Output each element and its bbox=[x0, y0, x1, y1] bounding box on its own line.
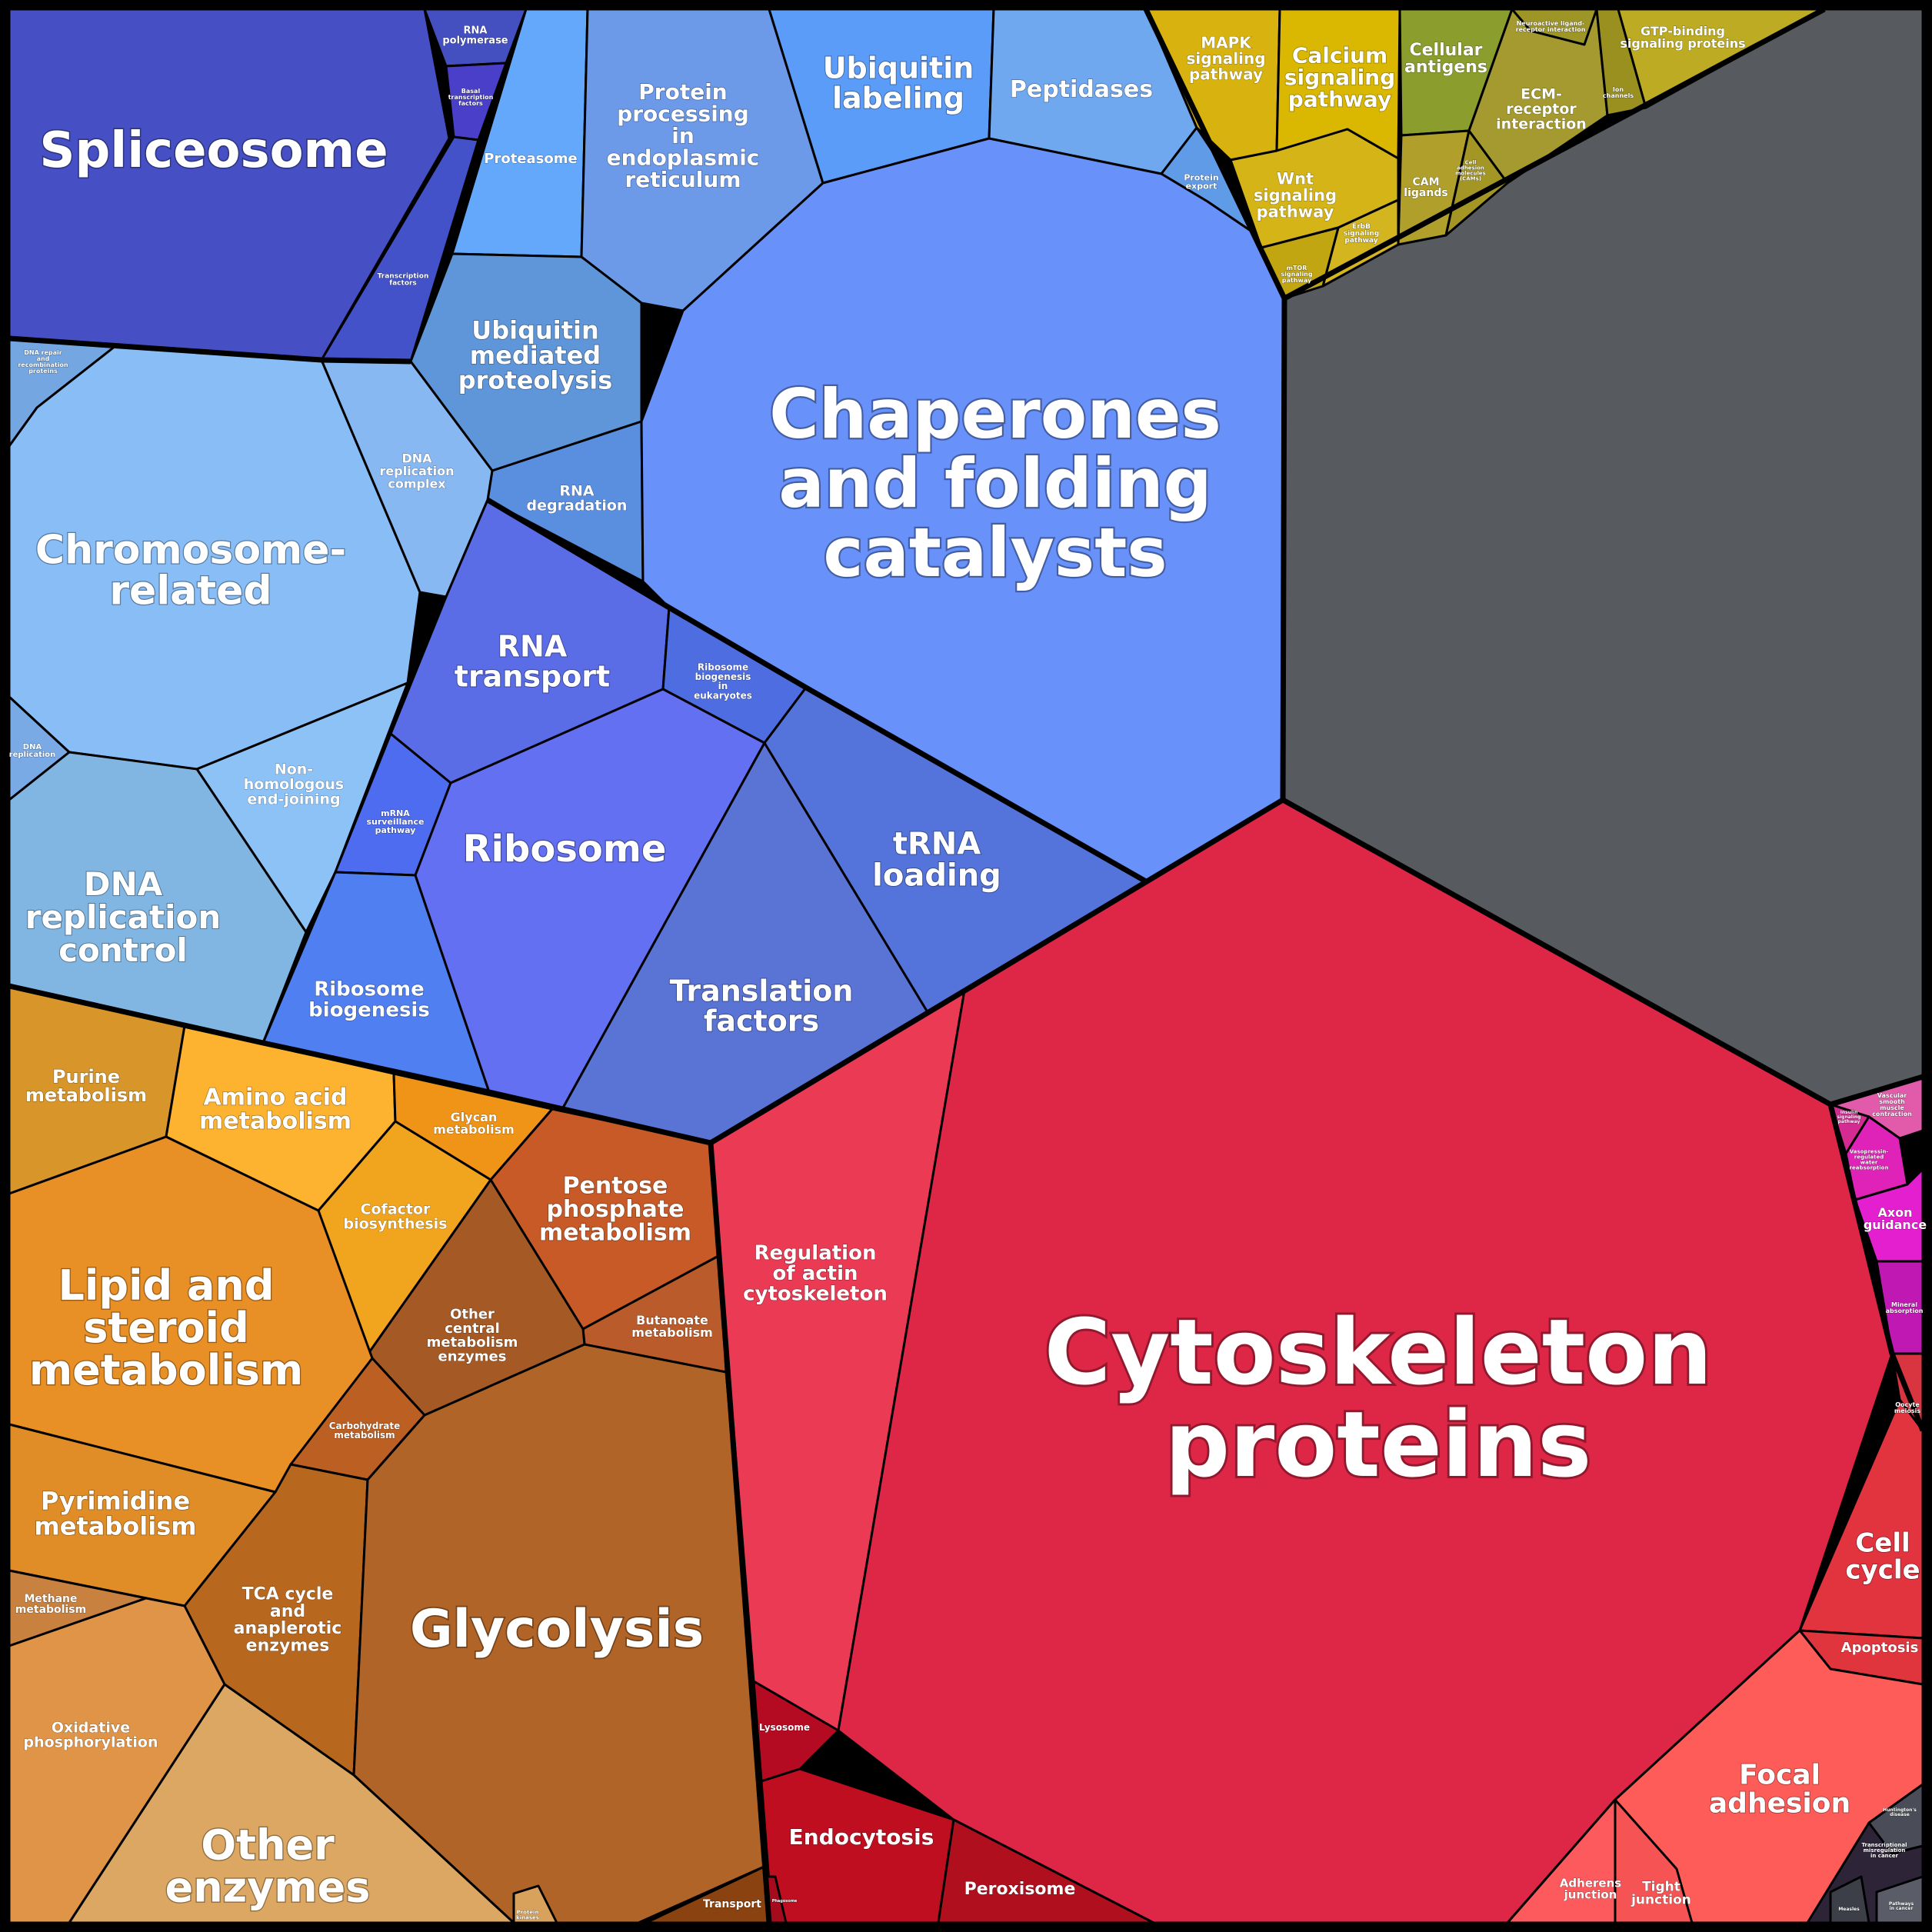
label-mineral-absorption: Mineral absorption bbox=[1886, 1301, 1924, 1314]
label-mapk: MAPK signaling pathway bbox=[1186, 34, 1265, 84]
label-oocyte-meiosis: Oocyte meiosis bbox=[1894, 1401, 1921, 1414]
label-purine-metabolism: Purine metabolism bbox=[25, 1066, 147, 1106]
label-chaperones: Chaperones and folding catalysts bbox=[769, 375, 1221, 592]
group-border-genetic bbox=[8, 335, 411, 365]
label-vascular-smooth-muscle: Vascular smooth muscle contraction bbox=[1872, 1091, 1912, 1117]
label-focal-adhesion: Focal adhesion bbox=[1709, 1759, 1850, 1819]
label-ribosome: Ribosome bbox=[463, 828, 667, 871]
label-glycolysis: Glycolysis bbox=[410, 1599, 704, 1660]
label-cytoskeleton-proteins: Cytoskeleton proteins bbox=[1044, 1299, 1713, 1497]
label-neuroactive-ligand: Neuroactive ligand-receptor interaction bbox=[1516, 19, 1586, 32]
label-spliceosome: Spliceosome bbox=[39, 122, 388, 179]
label-butanoate-metabolism: Butanoate metabolism bbox=[631, 1312, 713, 1339]
label-wnt: Wnt signaling pathway bbox=[1254, 170, 1337, 222]
label-pyrimidine-metabolism: Pyrimidine metabolism bbox=[34, 1487, 196, 1541]
label-cofactor-biosynthesis: Cofactor biosynthesis bbox=[343, 1201, 447, 1232]
label-cam-ligands: CAM ligands bbox=[1404, 176, 1447, 199]
label-mtor: mTOR signaling pathway bbox=[1281, 264, 1313, 283]
label-ribosome-biogenesis-eukaryotes: Ribosome biogenesis in eukaryotes bbox=[694, 662, 752, 701]
label-axon-guidance: Axon guidance bbox=[1864, 1204, 1927, 1231]
label-chromosome-related: Chromosome-related bbox=[35, 527, 346, 614]
label-pentose-phosphate: Pentose phosphate metabolism bbox=[539, 1172, 691, 1246]
label-non-homologous-end-joining: Non-homologous end-joining bbox=[244, 761, 345, 808]
label-tca-cycle: TCA cycle and anaplerotic enzymes bbox=[234, 1584, 342, 1655]
cell-cell-adhesion-molecules[interactable] bbox=[1444, 129, 1509, 237]
label-ecm-receptor: ECM-receptor interaction bbox=[1496, 86, 1587, 133]
label-vasopressin: Vasopressin-regulated water reabsorption bbox=[1850, 1148, 1889, 1171]
label-regulation-actin: Regulation of actin cytoskeleton bbox=[743, 1241, 888, 1305]
label-endocytosis: Endocytosis bbox=[789, 1824, 934, 1850]
label-proteasome: Proteasome bbox=[484, 151, 577, 167]
label-protein-export: Protein export bbox=[1184, 172, 1218, 191]
label-glycan-metabolism: Glycan metabolism bbox=[433, 1109, 515, 1136]
label-rna-polymerase: RNA polymerase bbox=[442, 25, 508, 46]
label-transport: Transport bbox=[703, 1898, 761, 1910]
label-oxidative-phosphorylation: Oxidative phosphorylation bbox=[24, 1719, 158, 1750]
label-protein-kinases: Protein kinases bbox=[516, 1909, 539, 1920]
label-trna-loading: tRNA loading bbox=[872, 827, 1001, 894]
label-dna-repair-recombination: DNA repair and recombination proteins bbox=[18, 348, 68, 374]
label-basal-transcription-factors: Basal transcription factors bbox=[448, 87, 494, 106]
label-transcription-factors: Transcription factors bbox=[378, 272, 429, 287]
label-ubiquitin-mediated-proteolysis: Ubiquitin mediated proteolysis bbox=[458, 315, 613, 395]
label-measles: Measles bbox=[1838, 1907, 1860, 1912]
label-carbohydrate-metabolism: Carbohydrate metabolism bbox=[329, 1421, 401, 1441]
label-peptidases: Peptidases bbox=[1010, 76, 1153, 103]
group-border-translation-chaperones bbox=[486, 497, 1148, 884]
label-huntington: Huntington's disease bbox=[1883, 1807, 1917, 1817]
label-ion-channels: Ion channels bbox=[1603, 85, 1634, 98]
label-adherens-junction: Adherens junction bbox=[1560, 1876, 1621, 1901]
group-border-cytoskeleton bbox=[709, 797, 1924, 1146]
label-other-enzymes: Other enzymes bbox=[165, 1820, 371, 1911]
group-border-magenta bbox=[1827, 1104, 1926, 1432]
label-phagosome: Phagosome bbox=[772, 1899, 798, 1904]
label-insulin-signaling: Insulin signaling pathway bbox=[1837, 1109, 1861, 1124]
label-cell-cycle: Cell cycle bbox=[1845, 1528, 1920, 1586]
label-transcriptional-misregulation: Transcriptional misregulation in cancer bbox=[1861, 1842, 1907, 1859]
label-ribosome-biogenesis: Ribosome biogenesis bbox=[308, 978, 430, 1022]
label-lysosome: Lysosome bbox=[759, 1722, 810, 1733]
label-translation-factors: Translation factors bbox=[670, 974, 854, 1038]
label-dna-replication: DNA replication bbox=[9, 742, 56, 758]
label-mrna-surveillance: mRNA surveillance pathway bbox=[367, 808, 425, 834]
label-amino-acid-metabolism: Amino acid metabolism bbox=[199, 1084, 351, 1134]
label-pathways-in-cancer: Pathways in cancer bbox=[1889, 1900, 1914, 1910]
group-border-signaling bbox=[1283, 6, 1826, 301]
label-methane-metabolism: Methane metabolism bbox=[15, 1593, 86, 1616]
label-rna-degradation: RNA degradation bbox=[527, 482, 628, 514]
label-cell-adhesion-molecules: Cell adhesion molecules (CAMs) bbox=[1455, 159, 1486, 182]
label-cellular-antigens: Cellular antigens bbox=[1404, 40, 1487, 76]
label-gtp-binding: GTP-binding signaling proteins bbox=[1620, 23, 1745, 50]
label-dna-replication-complex: DNA replication complex bbox=[380, 451, 455, 491]
label-protein-processing-er: Protein processing in endoplasmic reticulum bbox=[607, 78, 760, 192]
label-lipid-steroid: Lipid and steroid metabolism bbox=[29, 1261, 303, 1394]
label-other-central-metabolism: Other central metabolism enzymes bbox=[427, 1306, 518, 1364]
label-tight-junction: Tight junction bbox=[1631, 1879, 1691, 1907]
label-erbb: ErbB signaling pathway bbox=[1344, 223, 1379, 245]
label-peroxisome: Peroxisome bbox=[964, 1880, 1076, 1899]
label-apoptosis: Apoptosis bbox=[1841, 1640, 1919, 1656]
label-dna-replication-control: DNA replication control bbox=[25, 865, 222, 969]
group-border-metabolism bbox=[8, 983, 772, 1924]
label-rna-transport: RNA transport bbox=[455, 630, 610, 694]
label-ubiquitin-labeling: Ubiquitin labeling bbox=[823, 52, 974, 115]
label-calcium: Calcium signaling pathway bbox=[1284, 42, 1395, 112]
